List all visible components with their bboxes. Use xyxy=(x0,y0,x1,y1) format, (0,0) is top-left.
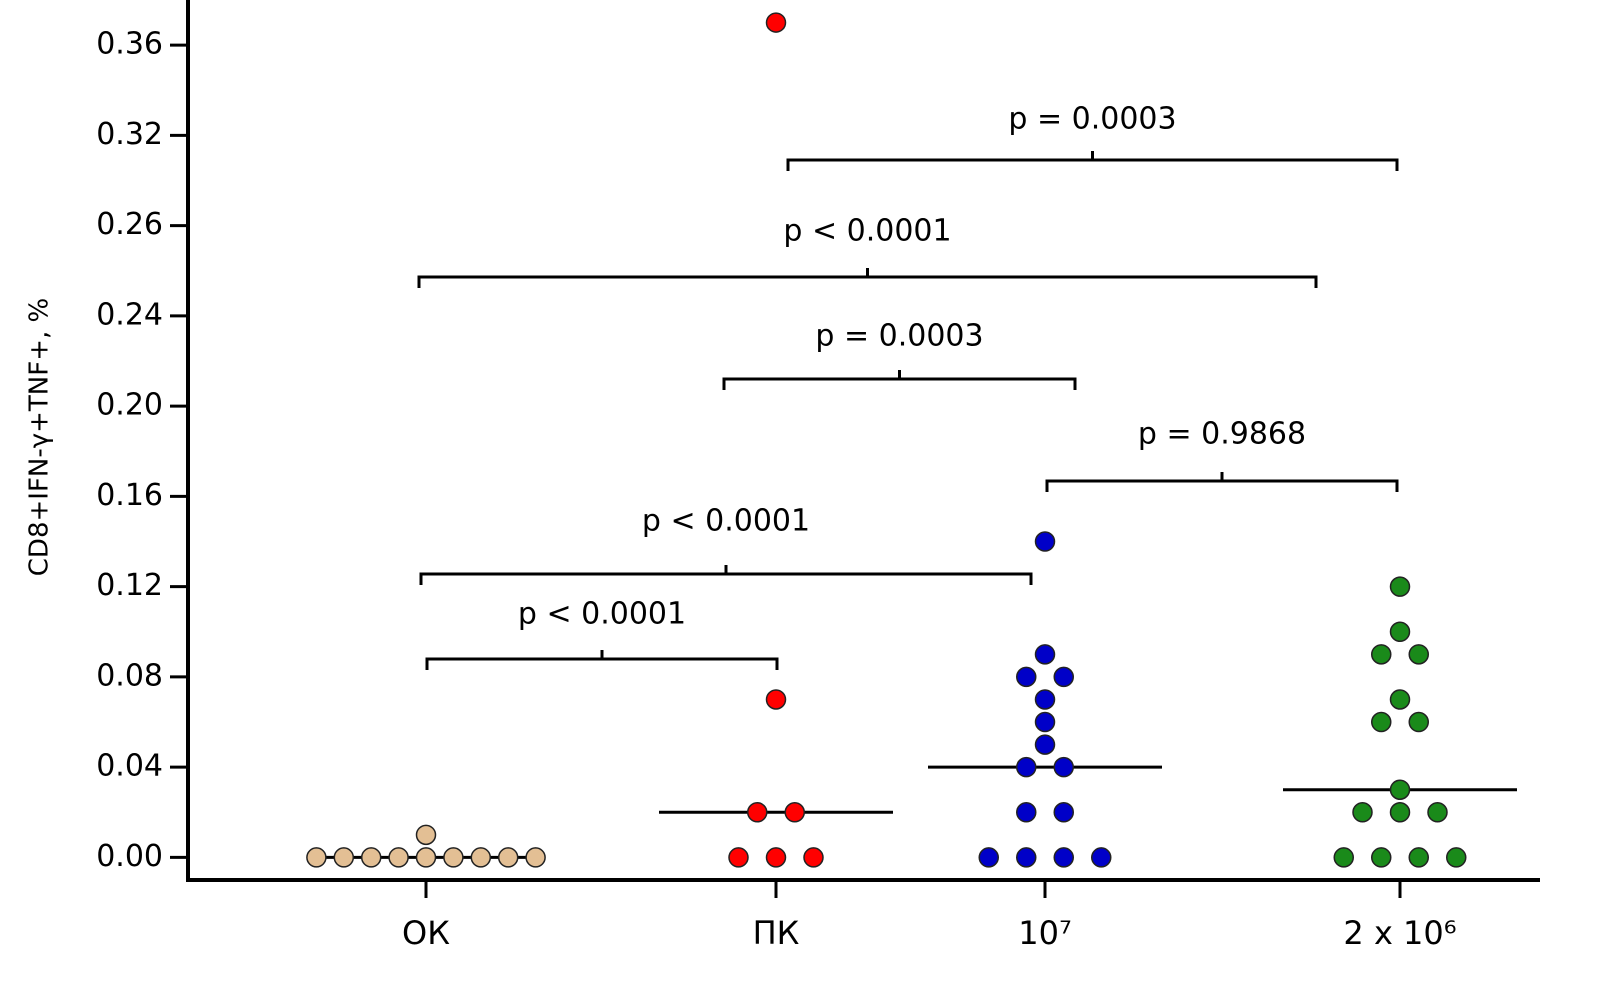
bracket xyxy=(1045,472,1399,492)
dot xyxy=(1016,802,1037,823)
y-tick-label: 0.32 xyxy=(96,117,163,152)
dot xyxy=(360,847,382,868)
bracket xyxy=(786,151,1399,171)
dot xyxy=(1371,644,1392,665)
dot xyxy=(497,847,519,868)
dot xyxy=(1016,756,1037,778)
dot xyxy=(728,847,749,868)
dot xyxy=(1446,847,1467,868)
dot xyxy=(784,802,805,823)
y-tick-label: 0.04 xyxy=(96,749,163,784)
dot xyxy=(306,847,327,868)
y-tick-label: 0.24 xyxy=(96,297,163,332)
dot xyxy=(765,12,787,33)
dot xyxy=(1371,711,1392,733)
dot xyxy=(1034,734,1056,755)
dot xyxy=(333,847,355,868)
dot xyxy=(1053,802,1074,823)
annotation: p = 0.0003 xyxy=(815,319,983,354)
annotation: p = 0.0003 xyxy=(1008,102,1176,137)
dot xyxy=(1389,779,1411,800)
dot xyxy=(765,847,787,868)
dot xyxy=(1389,689,1411,710)
y-tick-label: 0.16 xyxy=(96,478,163,513)
dot xyxy=(1371,847,1392,868)
y-tick-label: 0.20 xyxy=(96,388,163,423)
dot xyxy=(803,847,824,868)
annotation: p < 0.0001 xyxy=(642,504,810,539)
dot xyxy=(1091,847,1112,868)
annotation: p < 0.0001 xyxy=(783,214,951,249)
dot xyxy=(1053,847,1074,868)
dot xyxy=(1408,847,1429,868)
y-tick-label: 0.08 xyxy=(96,658,163,693)
dot xyxy=(1016,666,1037,688)
dot xyxy=(1427,802,1448,823)
dot xyxy=(1389,802,1411,823)
x-tick-label: 2 x 10⁶ xyxy=(1343,914,1456,952)
dot xyxy=(415,847,437,868)
dot xyxy=(525,847,546,868)
dot xyxy=(470,847,492,868)
dot xyxy=(1034,531,1056,552)
dot xyxy=(1053,756,1074,778)
annotation: p < 0.0001 xyxy=(518,597,686,632)
y-tick-label: 0.12 xyxy=(96,568,163,603)
x-tick-label: ОК xyxy=(402,914,450,952)
y-tick-label: 0.26 xyxy=(96,207,163,242)
x-tick-label: 10⁷ xyxy=(1018,914,1072,952)
bracket xyxy=(425,650,779,670)
dot xyxy=(388,847,409,868)
dot xyxy=(978,847,999,868)
dot xyxy=(415,824,437,846)
dot xyxy=(1333,847,1354,868)
bracket xyxy=(419,565,1033,585)
bracket xyxy=(722,370,1077,390)
y-axis-label: CD8+IFN-γ+TNF+, % xyxy=(25,298,55,576)
dot xyxy=(1408,711,1429,733)
dot xyxy=(1352,802,1373,823)
dot xyxy=(747,802,768,823)
annotation: p = 0.9868 xyxy=(1138,417,1306,452)
dot xyxy=(443,847,464,868)
dot xyxy=(1408,644,1429,665)
dot xyxy=(1053,666,1074,688)
x-tick-label: ПК xyxy=(753,914,800,952)
dot xyxy=(1034,644,1056,665)
dot xyxy=(1034,711,1056,733)
dot xyxy=(765,689,787,710)
bracket xyxy=(417,268,1318,288)
dot xyxy=(1034,689,1056,710)
y-tick-label: 0.36 xyxy=(96,27,163,62)
dot xyxy=(1389,621,1411,643)
dot xyxy=(1016,847,1037,868)
dot xyxy=(1389,576,1411,597)
y-tick-label: 0.00 xyxy=(96,839,163,874)
